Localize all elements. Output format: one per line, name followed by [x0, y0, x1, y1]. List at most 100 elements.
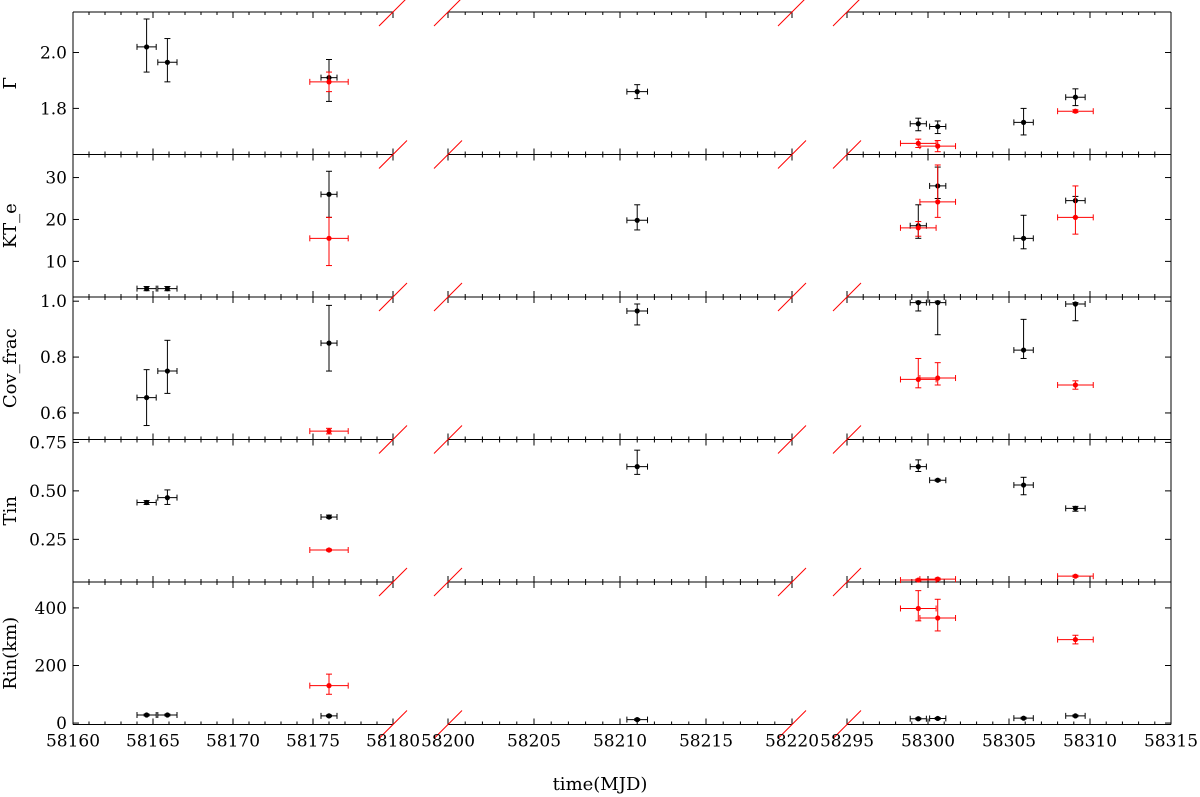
x-tick-label-58175: 58175 — [286, 732, 340, 752]
x-tick-label-58200: 58200 — [421, 732, 475, 752]
panel-4-data — [136, 590, 1094, 723]
panel-3-series-0-point-3 — [634, 464, 640, 470]
panel-4-break-mark-2 — [777, 567, 807, 597]
bottom-break-mark-2 — [777, 710, 807, 739]
x-tick-label-58310: 58310 — [1063, 732, 1117, 752]
panel-0-ytick-label: 2.0 — [40, 44, 67, 64]
panel-1-series-1-point-2 — [935, 199, 941, 205]
axes-layer — [72, 0, 1172, 739]
panel-2-series-0-point-6 — [1020, 347, 1027, 353]
panel-4-series-0-point-5 — [935, 715, 941, 722]
panel-4-series-0-point-6 — [1020, 715, 1027, 721]
panel-3-data — [136, 449, 1094, 584]
panel-1-series-0-point-3 — [634, 217, 640, 223]
panel-0-series-1-point-2 — [935, 143, 941, 149]
panel-2-series-0-point-4 — [915, 299, 921, 306]
x-tick-label-58300: 58300 — [901, 732, 955, 752]
panel-3-break-mark-0 — [378, 425, 408, 454]
panel-3-y-axis-label: Tin — [0, 496, 21, 526]
x-axis-label: time(MJD) — [553, 774, 648, 795]
x-tick-label-58215: 58215 — [679, 732, 733, 752]
panel-0-ytick-label: 1.8 — [40, 99, 67, 119]
panel-1-series-1-point-3 — [1072, 214, 1079, 220]
panel-1-series-1-point-1 — [915, 225, 921, 231]
panel-4-series-1-point-0 — [326, 683, 332, 689]
panel-4-series-0-point-0 — [144, 712, 150, 718]
x-tick-label-58170: 58170 — [206, 732, 260, 752]
panel-0-series-1-point-3 — [1072, 108, 1079, 114]
panel-0-break-mark-1 — [433, 0, 461, 27]
panel-2-series-0-point-2 — [326, 340, 332, 346]
panel-4-series-0-point-3 — [634, 717, 640, 723]
x-tick-label-58210: 58210 — [593, 732, 647, 752]
panel-2-series-1-point-2 — [935, 375, 941, 381]
x-tick-label-58220: 58220 — [765, 732, 819, 752]
panel-1-series-0-point-1 — [164, 286, 170, 292]
panel-3-series-0-point-6 — [1020, 482, 1027, 488]
panel-0-series-0-point-7 — [1072, 94, 1079, 100]
panel-0-series-0-point-5 — [935, 123, 941, 130]
panel-0-series-1-point-0 — [326, 79, 332, 85]
panel-4-series-0-point-4 — [915, 716, 921, 722]
bottom-break-mark-1 — [433, 710, 463, 739]
panel-4-ytick-label: 200 — [35, 656, 67, 676]
panel-1-ytick-label: 20 — [45, 210, 67, 230]
panel-3-series-0-point-5 — [935, 477, 941, 483]
panel-1-break-mark-1 — [433, 140, 463, 169]
panel-1-series-0-point-2 — [326, 191, 332, 197]
panel-3-break-mark-1 — [433, 425, 463, 454]
panel-1-series-0-point-6 — [1020, 235, 1027, 241]
panel-3-series-1-point-2 — [935, 576, 941, 582]
panel-2-series-0-point-1 — [164, 368, 170, 374]
panel-2-ytick-label: 0.8 — [40, 348, 67, 368]
panel-1-series-0-point-0 — [144, 286, 150, 292]
panel-4-series-0-point-7 — [1072, 713, 1079, 719]
x-tick-label-58205: 58205 — [507, 732, 561, 752]
panel-2-ytick-label: 1.0 — [40, 292, 67, 312]
panel-2-data — [136, 299, 1094, 435]
panel-4-series-1-point-3 — [1072, 636, 1079, 643]
panel-1-y-axis-label: KT_e — [0, 203, 21, 248]
panel-2-series-1-point-0 — [326, 428, 332, 434]
panel-0-break-mark-3 — [832, 0, 860, 27]
panel-1-data — [136, 164, 1094, 292]
panel-0-series-0-point-0 — [144, 44, 150, 50]
panel-3-ytick-label: 0.25 — [29, 530, 67, 550]
panel-4-ytick-label: 400 — [35, 599, 67, 619]
panel-3-series-0-point-0 — [144, 499, 150, 506]
panel-2-ytick-label: 0.6 — [40, 404, 67, 424]
panel-1-ytick-label: 30 — [45, 169, 67, 189]
panel-4-series-0-point-2 — [326, 713, 332, 719]
panel-0-break-mark-0 — [378, 0, 406, 27]
panel-3-series-0-point-1 — [164, 495, 170, 501]
panel-2-break-mark-1 — [433, 282, 463, 312]
panel-2-series-1-point-3 — [1072, 382, 1079, 388]
bottom-break-mark-3 — [832, 710, 862, 739]
panel-4-y-axis-label: Rin(km) — [0, 617, 21, 690]
panel-2-series-0-point-7 — [1072, 301, 1079, 307]
panel-0-data — [136, 18, 1094, 153]
x-tick-label-58295: 58295 — [820, 732, 874, 752]
panel-4-series-1-point-2 — [935, 615, 941, 621]
panel-0-y-axis-label: Γ — [0, 77, 21, 90]
panel-3-series-0-point-4 — [915, 464, 921, 470]
labels-layer: 1.8 2.0 Γ 10 20 30 KT_e 0.6 0.8 1.0 Cov_frac 0.25 0.… — [0, 44, 1198, 752]
panel-1-break-mark-2 — [777, 140, 807, 169]
panel-2-series-0-point-5 — [935, 299, 941, 306]
panel-1-series-1-point-0 — [326, 235, 332, 241]
x-tick-label-58165: 58165 — [126, 732, 180, 752]
panel-0-series-0-point-4 — [915, 121, 921, 127]
panel-3-ytick-label: 0.75 — [29, 433, 67, 453]
panel-3-series-1-point-0 — [326, 547, 332, 553]
panel-4-break-mark-0 — [378, 567, 408, 597]
panel-2-series-0-point-3 — [634, 308, 640, 314]
panel-1-ytick-label: 10 — [45, 252, 67, 272]
panel-3-break-mark-3 — [832, 425, 862, 454]
panel-0-series-0-point-6 — [1020, 119, 1027, 125]
panel-4-ytick-label: 0 — [56, 714, 67, 734]
panel-2-series-0-point-0 — [144, 394, 150, 401]
panel-0-series-0-point-3 — [634, 89, 640, 95]
panel-0-break-mark-2 — [777, 0, 805, 27]
panel-4-break-mark-3 — [832, 567, 862, 597]
